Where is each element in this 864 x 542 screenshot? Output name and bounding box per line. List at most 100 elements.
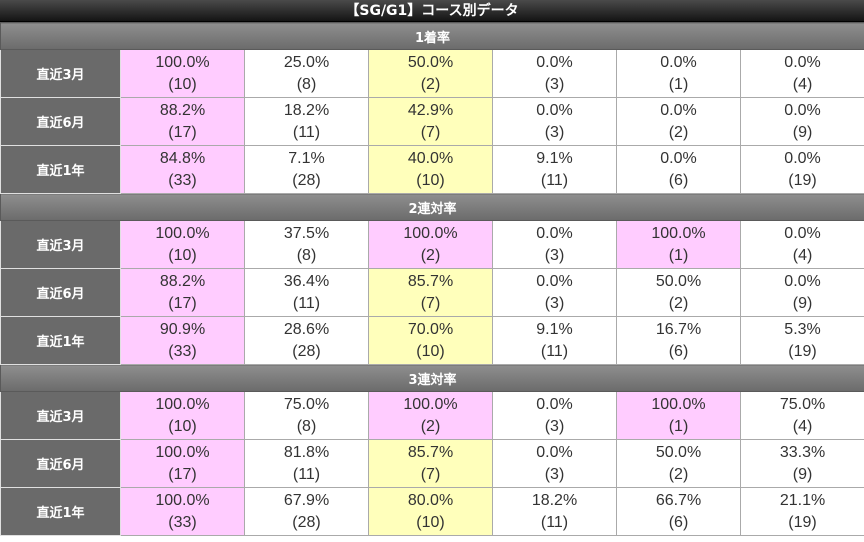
rate-value: 85.7% [407, 272, 454, 290]
rate-value: 66.7% [655, 491, 702, 509]
data-cell: 100.0% (2) [368, 220, 493, 269]
table-row: 直近6月 88.2% (17) 18.2% (11) 42.9% (7) 0.0% (3) 0.0… [0, 97, 864, 146]
race-count: (3) [544, 246, 565, 264]
rate-value: 0.0% [660, 53, 697, 71]
data-cell: 33.3% (9) [739, 439, 864, 488]
race-count: (33) [168, 513, 197, 531]
race-count: (10) [416, 513, 445, 531]
data-cell: 0.0% (3) [492, 220, 617, 269]
data-cell: 21.1% (19) [739, 487, 864, 536]
section-label: 1着率 [0, 22, 864, 50]
rate-value: 67.9% [283, 491, 330, 509]
race-count: (1) [668, 75, 689, 93]
data-cell: 50.0% (2) [616, 268, 741, 317]
rate-value: 100.0% [651, 395, 706, 413]
row-label: 直近6月 [0, 268, 121, 317]
race-count: (33) [168, 342, 197, 360]
data-cell: 0.0% (3) [492, 268, 617, 317]
data-cell: 0.0% (4) [739, 220, 864, 269]
race-count: (10) [416, 342, 445, 360]
race-count: (3) [544, 75, 565, 93]
race-count: (2) [420, 246, 441, 264]
race-count: (1) [668, 246, 689, 264]
race-count: (17) [168, 294, 197, 312]
race-count: (11) [292, 123, 321, 141]
rate-value: 0.0% [660, 149, 697, 167]
data-cell: 0.0% (9) [739, 97, 864, 146]
rate-value: 50.0% [407, 53, 454, 71]
data-cell: 88.2% (17) [120, 268, 245, 317]
race-count: (4) [792, 75, 813, 93]
race-count: (4) [792, 246, 813, 264]
data-cell: 67.9% (28) [244, 487, 369, 536]
race-count: (8) [296, 417, 317, 435]
table-body: 1着率 直近3月 100.0% (10) 25.0% (8) 50.0% (2) 0.0% (3)… [0, 22, 864, 536]
data-cell: 7.1% (28) [244, 145, 369, 194]
rate-value: 18.2% [531, 491, 578, 509]
rate-value: 100.0% [155, 53, 210, 71]
rate-value: 84.8% [159, 149, 206, 167]
race-count: (1) [668, 417, 689, 435]
race-count: (2) [668, 294, 689, 312]
rate-value: 0.0% [784, 101, 821, 119]
data-cell: 75.0% (8) [244, 391, 369, 440]
rate-value: 0.0% [784, 272, 821, 290]
race-count: (3) [544, 294, 565, 312]
race-count: (10) [416, 171, 445, 189]
data-cell: 85.7% (7) [368, 268, 493, 317]
section-header: 3連対率 [0, 364, 864, 392]
data-cell: 9.1% (11) [492, 316, 617, 365]
race-count: (6) [668, 171, 689, 189]
row-label: 直近6月 [0, 439, 121, 488]
rate-value: 88.2% [159, 101, 206, 119]
race-count: (2) [668, 465, 689, 483]
data-cell: 66.7% (6) [616, 487, 741, 536]
race-count: (19) [788, 342, 817, 360]
race-count: (8) [296, 75, 317, 93]
rate-value: 16.7% [655, 320, 702, 338]
section-label: 2連対率 [0, 193, 864, 221]
data-cell: 18.2% (11) [492, 487, 617, 536]
data-cell: 0.0% (4) [739, 49, 864, 98]
race-count: (19) [788, 513, 817, 531]
rate-value: 75.0% [779, 395, 826, 413]
data-cell: 85.7% (7) [368, 439, 493, 488]
data-cell: 5.3% (19) [739, 316, 864, 365]
data-cell: 88.2% (17) [120, 97, 245, 146]
race-count: (7) [420, 465, 441, 483]
race-count: (6) [668, 513, 689, 531]
row-label: 直近3月 [0, 220, 121, 269]
race-count: (8) [296, 246, 317, 264]
rate-value: 0.0% [536, 224, 573, 242]
data-cell: 0.0% (19) [739, 145, 864, 194]
rate-value: 0.0% [536, 443, 573, 461]
rate-value: 0.0% [536, 395, 573, 413]
section-header: 2連対率 [0, 193, 864, 221]
rate-value: 50.0% [655, 272, 702, 290]
rate-value: 100.0% [651, 224, 706, 242]
table-row: 直近3月 100.0% (10) 25.0% (8) 50.0% (2) 0.0% (3) 0.0… [0, 49, 864, 98]
rate-value: 18.2% [283, 101, 330, 119]
rate-value: 0.0% [536, 272, 573, 290]
section-header: 1着率 [0, 22, 864, 50]
table-row: 直近1年 84.8% (33) 7.1% (28) 40.0% (10) 9.1% (11) 0.… [0, 145, 864, 194]
race-count: (9) [792, 465, 813, 483]
rate-value: 0.0% [660, 101, 697, 119]
rate-value: 42.9% [407, 101, 454, 119]
race-count: (2) [420, 417, 441, 435]
rate-value: 9.1% [536, 320, 573, 338]
row-label: 直近1年 [0, 487, 121, 536]
rate-value: 81.8% [283, 443, 330, 461]
race-count: (28) [292, 342, 321, 360]
rate-value: 37.5% [283, 224, 330, 242]
race-count: (11) [540, 342, 569, 360]
race-count: (3) [544, 465, 565, 483]
race-count: (11) [540, 513, 569, 531]
rate-value: 100.0% [155, 491, 210, 509]
rate-value: 7.1% [288, 149, 325, 167]
race-count: (2) [420, 75, 441, 93]
rate-value: 80.0% [407, 491, 454, 509]
rate-value: 100.0% [403, 224, 458, 242]
rate-value: 70.0% [407, 320, 454, 338]
rate-value: 5.3% [784, 320, 821, 338]
